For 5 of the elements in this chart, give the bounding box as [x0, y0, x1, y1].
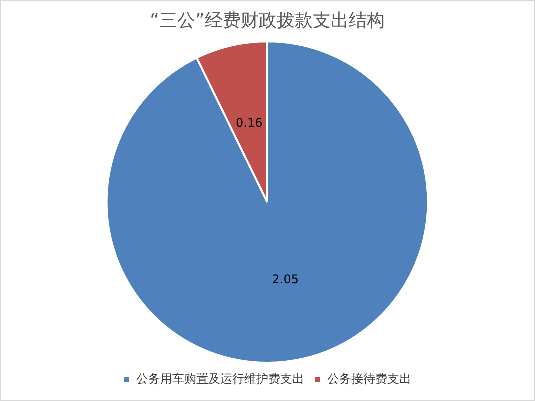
data-label: 2.05	[272, 272, 299, 287]
legend-label: 公务用车购置及运行维护费支出	[136, 372, 304, 386]
data-label: 0.16	[236, 116, 263, 130]
legend-label: 公务接待费支出	[328, 372, 412, 386]
chart-title: “三公”经费财政拨款支出结构	[150, 10, 385, 32]
